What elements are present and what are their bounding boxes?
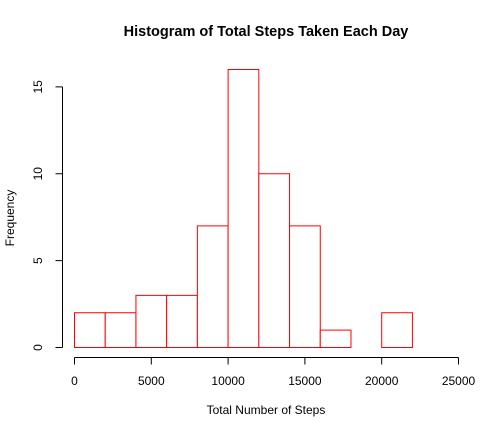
histogram-bar-2 <box>135 294 168 348</box>
x-tick-label: 25000 <box>442 374 476 388</box>
histogram-bar-4 <box>196 225 229 348</box>
y-axis: 0 5 10 15 <box>31 80 63 351</box>
y-tick-label: 0 <box>31 344 45 351</box>
x-tick-label: 20000 <box>365 374 399 388</box>
x-tick-label: 0 <box>71 374 78 388</box>
x-axis: 0 5000 10000 15000 20000 25000 <box>71 357 476 388</box>
y-tick-label: 15 <box>31 80 45 94</box>
x-axis-label: Total Number of Steps <box>207 403 326 417</box>
chart-title: Histogram of Total Steps Taken Each Day <box>124 24 409 40</box>
bars-group <box>74 69 413 348</box>
y-tick-label: 5 <box>31 257 45 264</box>
histogram-bar-10 <box>381 312 413 348</box>
y-tick-label: 10 <box>31 167 45 181</box>
x-tick-label: 15000 <box>288 374 322 388</box>
histogram-bar-1 <box>104 312 137 348</box>
histogram-bar-7 <box>289 225 321 348</box>
histogram-bar-0 <box>74 312 106 348</box>
histogram-bar-5 <box>227 69 260 348</box>
histogram-bar-6 <box>258 173 291 348</box>
x-tick-label: 10000 <box>211 374 245 388</box>
x-tick-label: 5000 <box>138 374 165 388</box>
histogram-bar-3 <box>166 294 198 348</box>
histogram-bar-8 <box>319 329 352 348</box>
y-axis-label: Frequency <box>3 190 17 247</box>
